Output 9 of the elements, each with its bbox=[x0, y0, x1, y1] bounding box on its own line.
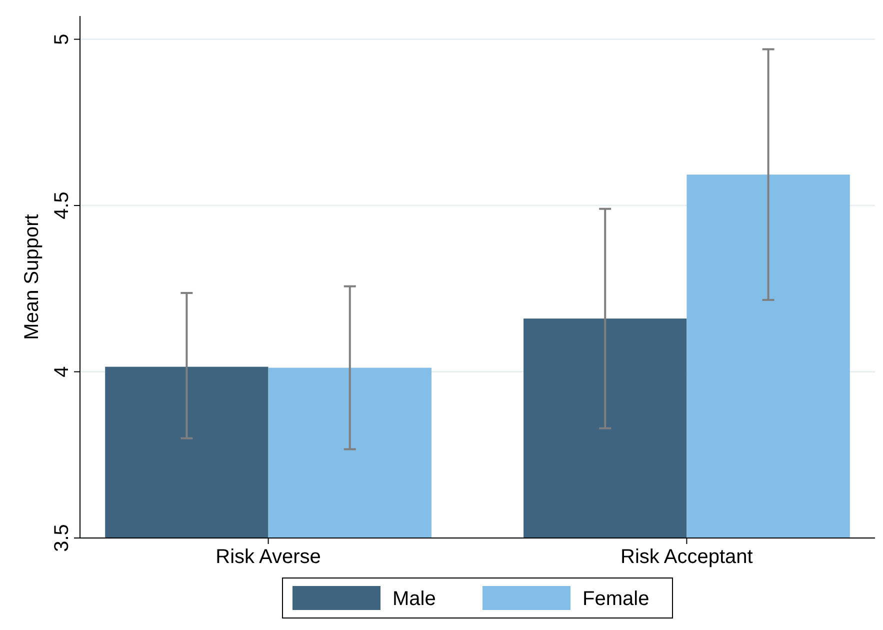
y-tick-label: 5 bbox=[51, 34, 73, 45]
y-tick-label: 3.5 bbox=[51, 524, 73, 552]
legend-label: Male bbox=[392, 588, 436, 610]
x-tick-label: Risk Averse bbox=[216, 546, 321, 568]
x-tick-label: Risk Acceptant bbox=[620, 546, 754, 568]
y-tick-label: 4.5 bbox=[51, 192, 73, 220]
legend-label: Female bbox=[582, 588, 650, 610]
y-tick-label: 4 bbox=[51, 366, 73, 378]
y-axis-title: Mean Support bbox=[21, 214, 43, 340]
